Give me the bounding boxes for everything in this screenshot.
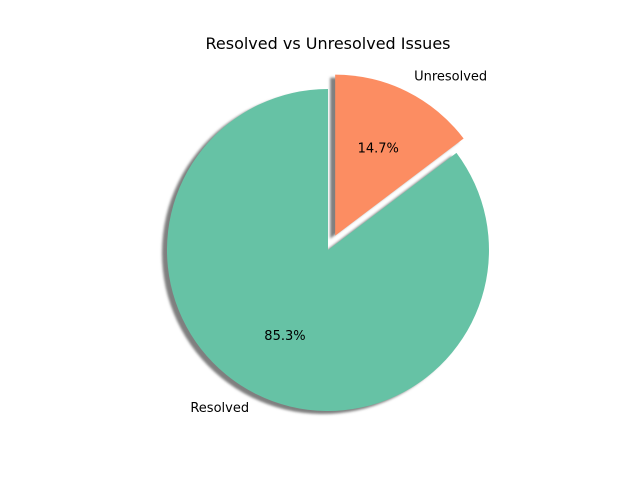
slice-layer xyxy=(166,74,489,411)
slice-percent-resolved: 85.3% xyxy=(264,329,305,344)
label-layer: Resolved 85.3% Unresolved 14.7% xyxy=(190,70,487,417)
chart-title: Resolved vs Unresolved Issues xyxy=(205,34,450,53)
slice-label-resolved: Resolved xyxy=(190,401,249,416)
pie-slice-unresolved xyxy=(335,74,464,236)
pie-slice-resolved xyxy=(166,89,489,411)
slice-percent-unresolved: 14.7% xyxy=(358,142,399,157)
slice-label-unresolved: Unresolved xyxy=(414,70,487,85)
